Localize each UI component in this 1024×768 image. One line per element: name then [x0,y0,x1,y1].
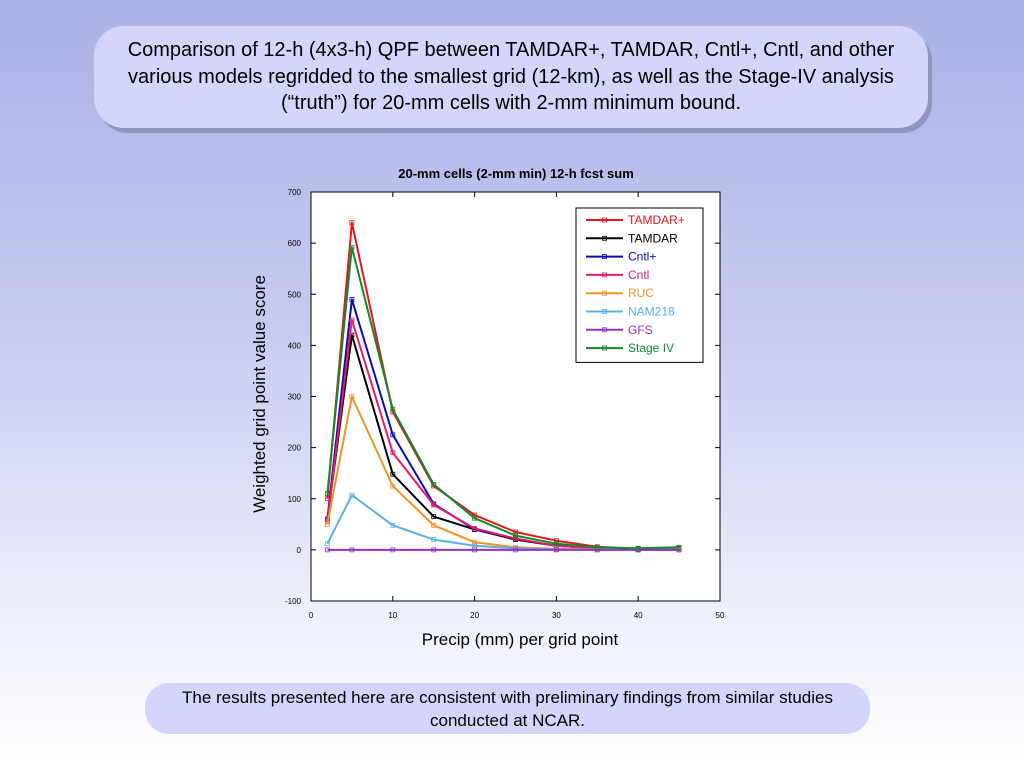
y-axis-label: Weighted grid point value score [250,275,269,513]
y-tick-label: 300 [288,393,302,402]
data-point [431,482,437,487]
data-point [513,533,518,538]
x-tick-label: 10 [388,611,397,620]
chart-title: 20-mm cells (2-mm min) 12-h fcst sum [398,166,634,181]
slide-title-box: Comparison of 12-h (4x3-h) QPF between T… [94,26,928,128]
data-point [349,317,355,323]
legend-marker [602,272,607,278]
data-point [349,296,355,302]
data-point [390,471,396,477]
data-point [553,538,559,544]
data-point [472,539,478,545]
data-point [513,547,518,553]
data-point [349,547,355,553]
legend-marker [602,345,607,351]
series-line [326,246,680,550]
footnote-text: The results presented here are consisten… [182,687,833,730]
data-point [324,491,330,497]
y-tick-label: 700 [288,188,302,197]
legend-label: Stage IV [628,341,674,355]
legend-label: TAMDAR [628,231,678,245]
x-axis-label: Precip (mm) per grid point [422,630,619,649]
data-point [390,483,396,489]
footnote-box: The results presented here are consisten… [145,683,870,734]
y-tick-label: 100 [288,495,302,504]
y-tick-label: 0 [297,546,302,555]
legend-marker [602,290,607,296]
legend-marker [602,254,607,259]
legend-marker [602,309,607,314]
y-tick-label: -100 [285,597,302,606]
slide-title: Comparison of 12-h (4x3-h) QPF between T… [127,39,895,115]
legend-label: GFS [628,323,653,337]
data-point [553,541,559,547]
chart-container: 20-mm cells (2-mm min) 12-h fcst sum Pre… [236,155,756,655]
data-point [513,529,518,535]
y-tick-label: 500 [288,290,302,299]
legend-label: Cntl+ [628,250,656,264]
data-point [390,432,396,438]
x-tick-label: 0 [309,611,314,620]
x-tick-label: 20 [470,611,479,620]
legend-marker [602,217,607,223]
data-point [349,220,355,226]
data-point [390,406,396,412]
data-point [324,541,330,547]
legend-box [575,207,704,363]
data-point [390,547,396,553]
y-tick-label: 400 [288,341,302,350]
data-point [431,502,437,508]
data-point [553,547,559,553]
data-point [431,514,437,520]
data-point [594,544,600,550]
data-point [676,544,682,550]
data-point [349,394,355,399]
data-point [431,537,437,543]
x-tick-label: 30 [552,611,561,620]
data-point [472,515,478,521]
y-tick-label: 600 [288,239,302,248]
x-tick-label: 40 [634,611,643,620]
legend-label: TAMDAR+ [628,213,685,227]
legend-label: NAM218 [628,305,675,319]
data-point [431,547,437,553]
data-point [324,547,330,553]
legend-marker [602,235,607,241]
legend-marker [602,327,607,333]
data-point [390,450,396,456]
y-tick-label: 200 [288,444,302,453]
data-point [472,547,478,553]
data-point [513,536,518,542]
data-point [472,526,478,531]
legend-label: Cntl [628,268,649,282]
data-point [635,545,641,551]
data-point [390,522,396,528]
x-tick-label: 50 [716,611,725,620]
legend-label: RUC [628,286,654,300]
data-point [324,521,330,527]
data-point [349,492,355,498]
data-point [431,522,437,528]
data-point [349,244,355,250]
line-chart: 20-mm cells (2-mm min) 12-h fcst sum Pre… [250,166,725,649]
